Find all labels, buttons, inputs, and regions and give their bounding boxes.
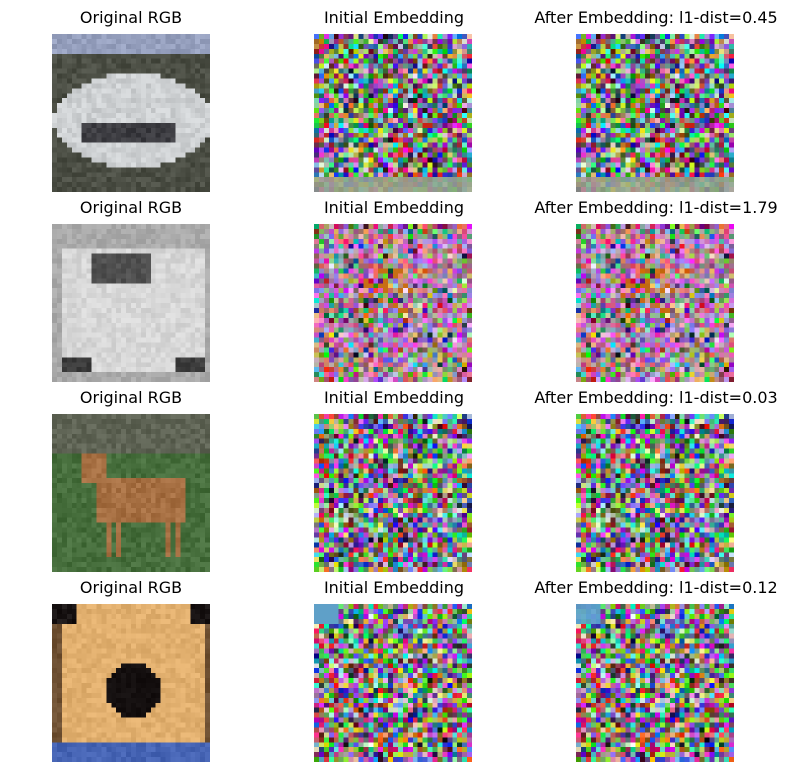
panel-after-embedding: After Embedding: l1-dist=0.03 (526, 388, 786, 578)
panel-title: After Embedding: l1-dist=0.12 (534, 578, 778, 597)
image-noise-embedding-after (576, 414, 734, 572)
panel-initial-embedding: Initial Embedding (264, 198, 524, 388)
panel-after-embedding: After Embedding: l1-dist=1.79 (526, 198, 786, 388)
panel-after-embedding: After Embedding: l1-dist=0.45 (526, 8, 786, 198)
image-noise-embedding-after (576, 604, 734, 762)
image-car-white (52, 34, 210, 192)
image-dog-face (52, 604, 210, 762)
panel-after-embedding: After Embedding: l1-dist=0.12 (526, 578, 786, 768)
panel-title: Initial Embedding (323, 388, 465, 407)
panel-original-rgb: Original RGB (1, 8, 261, 198)
panel-title: Original RGB (79, 388, 183, 407)
image-noise-embedding (314, 224, 472, 382)
panel-original-rgb: Original RGB (1, 388, 261, 578)
image-noise-embedding (314, 34, 472, 192)
image-car-grayscale (52, 224, 210, 382)
panel-title: Initial Embedding (323, 8, 465, 27)
image-noise-embedding (314, 414, 472, 572)
panel-initial-embedding: Initial Embedding (264, 8, 524, 198)
panel-initial-embedding: Initial Embedding (264, 388, 524, 578)
panel-initial-embedding: Initial Embedding (264, 578, 524, 768)
image-noise-embedding-after (576, 224, 734, 382)
panel-title: Original RGB (79, 578, 183, 597)
panel-title: Original RGB (79, 198, 183, 217)
image-noise-embedding (314, 604, 472, 762)
panel-title: Initial Embedding (323, 578, 465, 597)
image-noise-embedding-after (576, 34, 734, 192)
panel-title: After Embedding: l1-dist=0.03 (534, 388, 778, 407)
image-deer (52, 414, 210, 572)
panel-original-rgb: Original RGB (1, 578, 261, 768)
panel-original-rgb: Original RGB (1, 198, 261, 388)
panel-title: Initial Embedding (323, 198, 465, 217)
panel-title: Original RGB (79, 8, 183, 27)
panel-title: After Embedding: l1-dist=1.79 (534, 198, 778, 217)
panel-title: After Embedding: l1-dist=0.45 (534, 8, 778, 27)
